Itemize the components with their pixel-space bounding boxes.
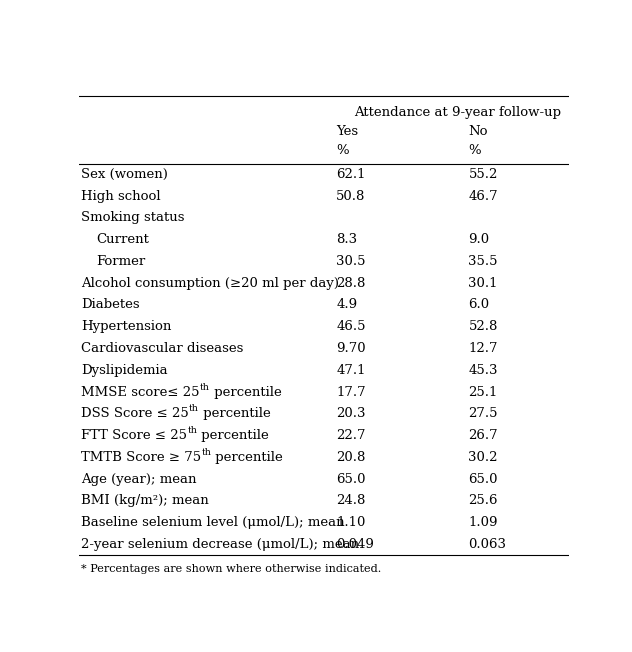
Text: Yes: Yes bbox=[336, 125, 358, 138]
Text: 65.0: 65.0 bbox=[336, 473, 366, 486]
Text: 1.09: 1.09 bbox=[468, 516, 498, 529]
Text: 30.2: 30.2 bbox=[468, 451, 498, 464]
Text: percentile: percentile bbox=[212, 451, 283, 464]
Text: percentile: percentile bbox=[197, 429, 269, 442]
Text: Diabetes: Diabetes bbox=[82, 299, 140, 312]
Text: 0.063: 0.063 bbox=[468, 538, 506, 551]
Text: 2-year selenium decrease (μmol/L); mean: 2-year selenium decrease (μmol/L); mean bbox=[82, 538, 360, 551]
Text: 6.0: 6.0 bbox=[468, 299, 490, 312]
Text: 0.049: 0.049 bbox=[336, 538, 374, 551]
Text: High school: High school bbox=[82, 190, 161, 203]
Text: 9.70: 9.70 bbox=[336, 342, 366, 355]
Text: 28.8: 28.8 bbox=[336, 276, 365, 289]
Text: 17.7: 17.7 bbox=[336, 385, 366, 398]
Text: th: th bbox=[200, 383, 210, 392]
Text: Baseline selenium level (μmol/L); mean: Baseline selenium level (μmol/L); mean bbox=[82, 516, 345, 529]
Text: 8.3: 8.3 bbox=[336, 233, 357, 246]
Text: th: th bbox=[202, 448, 212, 457]
Text: 55.2: 55.2 bbox=[468, 168, 498, 181]
Text: Hypertension: Hypertension bbox=[82, 320, 172, 333]
Text: 46.5: 46.5 bbox=[336, 320, 366, 333]
Text: th: th bbox=[202, 448, 212, 457]
Text: 45.3: 45.3 bbox=[468, 364, 498, 377]
Text: 35.5: 35.5 bbox=[468, 255, 498, 268]
Text: th: th bbox=[188, 426, 197, 436]
Text: DSS Score ≤ 25: DSS Score ≤ 25 bbox=[82, 408, 189, 421]
Text: 52.8: 52.8 bbox=[468, 320, 498, 333]
Text: %: % bbox=[336, 144, 349, 157]
Text: 30.1: 30.1 bbox=[468, 276, 498, 289]
Text: 4.9: 4.9 bbox=[336, 299, 357, 312]
Text: MMSE score≤ 25: MMSE score≤ 25 bbox=[82, 385, 200, 398]
Text: 47.1: 47.1 bbox=[336, 364, 366, 377]
Text: Cardiovascular diseases: Cardiovascular diseases bbox=[82, 342, 244, 355]
Text: BMI (kg/m²); mean: BMI (kg/m²); mean bbox=[82, 494, 209, 507]
Text: FTT Score ≤ 25: FTT Score ≤ 25 bbox=[82, 429, 188, 442]
Text: 24.8: 24.8 bbox=[336, 494, 365, 507]
Text: 22.7: 22.7 bbox=[336, 429, 366, 442]
Text: Alcohol consumption (≥20 ml per day): Alcohol consumption (≥20 ml per day) bbox=[82, 276, 339, 289]
Text: Sex (women): Sex (women) bbox=[82, 168, 168, 181]
Text: 12.7: 12.7 bbox=[468, 342, 498, 355]
Text: percentile: percentile bbox=[199, 408, 271, 421]
Text: 46.7: 46.7 bbox=[468, 190, 498, 203]
Text: percentile: percentile bbox=[210, 385, 282, 398]
Text: 26.7: 26.7 bbox=[468, 429, 498, 442]
Text: TMTB Score ≥ 75: TMTB Score ≥ 75 bbox=[82, 451, 202, 464]
Text: th: th bbox=[189, 404, 199, 413]
Text: Former: Former bbox=[96, 255, 145, 268]
Text: th: th bbox=[200, 383, 210, 392]
Text: 20.8: 20.8 bbox=[336, 451, 365, 464]
Text: Current: Current bbox=[96, 233, 149, 246]
Text: 9.0: 9.0 bbox=[468, 233, 490, 246]
Text: 50.8: 50.8 bbox=[336, 190, 365, 203]
Text: 30.5: 30.5 bbox=[336, 255, 366, 268]
Text: Attendance at 9-year follow-up: Attendance at 9-year follow-up bbox=[354, 106, 561, 119]
Text: FTT Score ≤ 25: FTT Score ≤ 25 bbox=[82, 429, 188, 442]
Text: Age (year); mean: Age (year); mean bbox=[82, 473, 197, 486]
Text: 62.1: 62.1 bbox=[336, 168, 366, 181]
Text: 27.5: 27.5 bbox=[468, 408, 498, 421]
Text: DSS Score ≤ 25: DSS Score ≤ 25 bbox=[82, 408, 189, 421]
Text: MMSE score≤ 25: MMSE score≤ 25 bbox=[82, 385, 200, 398]
Text: 25.1: 25.1 bbox=[468, 385, 498, 398]
Text: th: th bbox=[188, 426, 197, 436]
Text: 20.3: 20.3 bbox=[336, 408, 366, 421]
Text: TMTB Score ≥ 75: TMTB Score ≥ 75 bbox=[82, 451, 202, 464]
Text: 65.0: 65.0 bbox=[468, 473, 498, 486]
Text: No: No bbox=[468, 125, 488, 138]
Text: th: th bbox=[189, 404, 199, 413]
Text: 25.6: 25.6 bbox=[468, 494, 498, 507]
Text: * Percentages are shown where otherwise indicated.: * Percentages are shown where otherwise … bbox=[82, 564, 382, 574]
Text: Smoking status: Smoking status bbox=[82, 211, 185, 224]
Text: %: % bbox=[468, 144, 481, 157]
Text: 1.10: 1.10 bbox=[336, 516, 365, 529]
Text: Dyslipidemia: Dyslipidemia bbox=[82, 364, 168, 377]
